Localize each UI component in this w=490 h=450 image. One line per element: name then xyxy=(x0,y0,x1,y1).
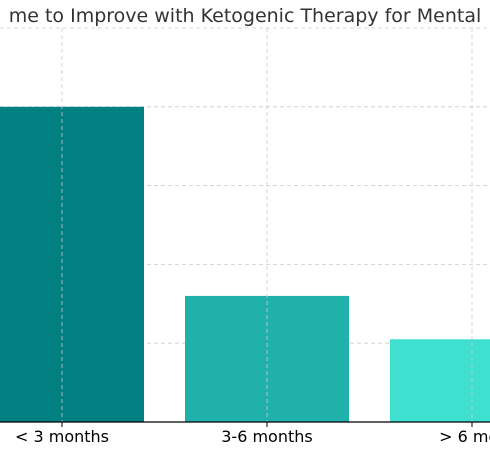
bar-3 xyxy=(390,339,490,422)
x-tick-label: < 3 months xyxy=(15,427,109,446)
x-tick-label: 3-6 months xyxy=(221,427,312,446)
bar-1 xyxy=(0,106,144,423)
x-grid-layer xyxy=(61,28,473,422)
x-tick-label: > 6 mor xyxy=(439,427,490,446)
x-ticks-layer: < 3 months 3-6 months > 6 mor xyxy=(15,422,490,446)
bars-layer xyxy=(0,106,490,423)
chart-title: me to Improve with Ketogenic Therapy for… xyxy=(9,5,482,27)
